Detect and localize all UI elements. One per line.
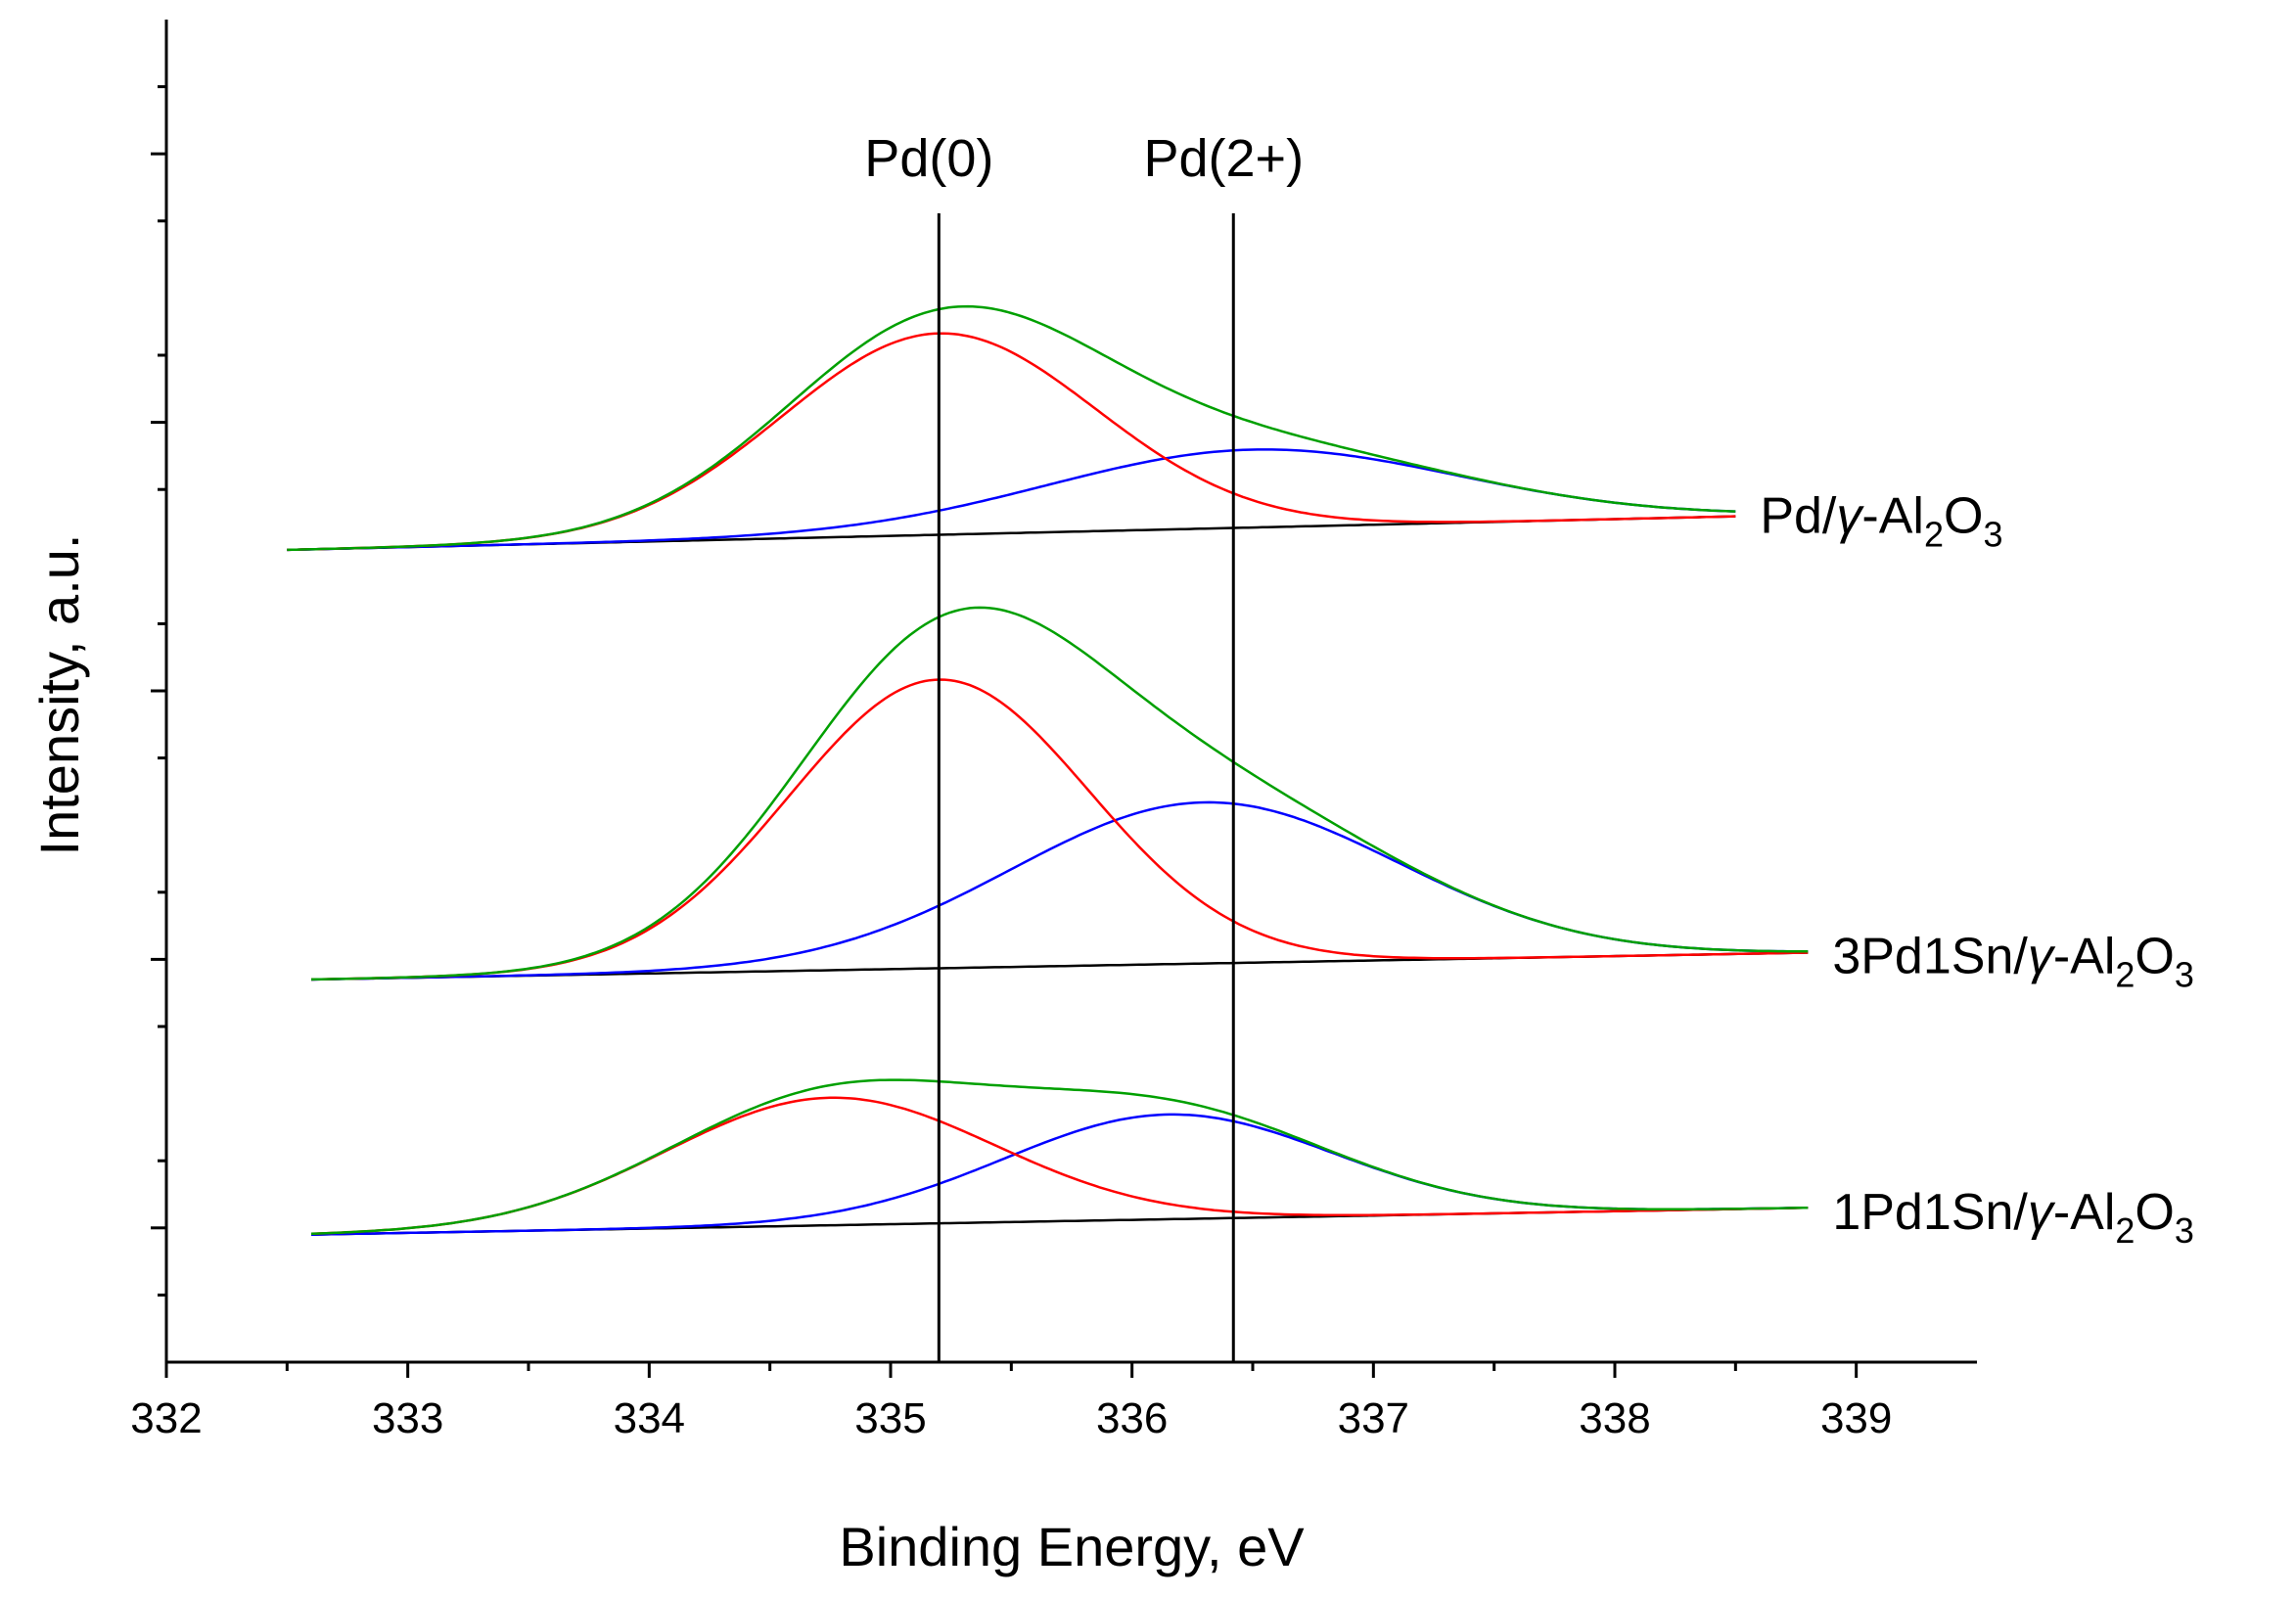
x-tick-label: 339 bbox=[1820, 1394, 1892, 1442]
pd0-component-line bbox=[287, 332, 1736, 552]
reference-label: Pd(0) bbox=[864, 129, 993, 188]
sample-label-part: 1Pd1Sn/ bbox=[1832, 1184, 2028, 1241]
sample-label-part: 3 bbox=[2175, 1210, 2194, 1251]
x-ticks: 332 333 334 335 336 337 338 339 bbox=[130, 1362, 1892, 1442]
sample-label-part: O bbox=[1944, 488, 1983, 545]
x-tick-label: 335 bbox=[854, 1394, 926, 1442]
sample-label-part: 3Pd1Sn/ bbox=[1832, 928, 2028, 984]
y-ticks bbox=[151, 85, 166, 1297]
x-tick-label: 334 bbox=[614, 1394, 685, 1442]
sample-label-part: 2 bbox=[2115, 954, 2135, 994]
sample-label-part: 2 bbox=[1924, 515, 1944, 555]
y-axis-title: Intensity, a.u. bbox=[28, 534, 90, 856]
reference-label: Pd(2+) bbox=[1143, 129, 1304, 188]
sample-label-part: 3 bbox=[1983, 515, 2002, 555]
pd2-component-line bbox=[287, 448, 1736, 552]
curves-layer bbox=[287, 304, 1809, 1236]
sample-label-part: Pd/ bbox=[1760, 488, 1837, 545]
x-axis-title: Binding Energy, eV bbox=[839, 1516, 1305, 1577]
sample-label-part: 2 bbox=[2115, 1210, 2135, 1251]
reference-lines: Pd(0) Pd(2+) bbox=[864, 129, 1304, 1362]
sample-label: 1Pd1Sn/γ-Al2O3 bbox=[1832, 1184, 2194, 1251]
x-tick-label: 333 bbox=[372, 1394, 443, 1442]
sample-label-part: -Al bbox=[2053, 928, 2116, 984]
x-tick-label: 332 bbox=[130, 1394, 202, 1442]
sample-label-part: γ bbox=[2028, 928, 2056, 984]
pd0-component-line bbox=[310, 1096, 1809, 1236]
envelope-line bbox=[287, 304, 1736, 552]
sample-label: Pd/γ-Al2O3 bbox=[1760, 488, 2002, 555]
x-tick-label: 336 bbox=[1096, 1394, 1168, 1442]
sample-label-part: γ bbox=[1836, 488, 1864, 545]
sample-label-part: 3 bbox=[2175, 954, 2194, 994]
x-tick-label: 338 bbox=[1579, 1394, 1650, 1442]
sample-label-part: O bbox=[2135, 1184, 2174, 1241]
envelope-line bbox=[310, 606, 1809, 981]
x-tick-label: 337 bbox=[1338, 1394, 1409, 1442]
pd2-component-line bbox=[310, 1113, 1809, 1236]
sample-label-part: O bbox=[2135, 928, 2174, 984]
sample-label-part: -Al bbox=[1861, 488, 1924, 545]
sample-label: 3Pd1Sn/γ-Al2O3 bbox=[1832, 928, 2194, 994]
pd2-component-line bbox=[310, 800, 1809, 981]
envelope-line bbox=[310, 1078, 1809, 1236]
sample-label-part: γ bbox=[2028, 1184, 2056, 1241]
sample-label-part: -Al bbox=[2053, 1184, 2116, 1241]
